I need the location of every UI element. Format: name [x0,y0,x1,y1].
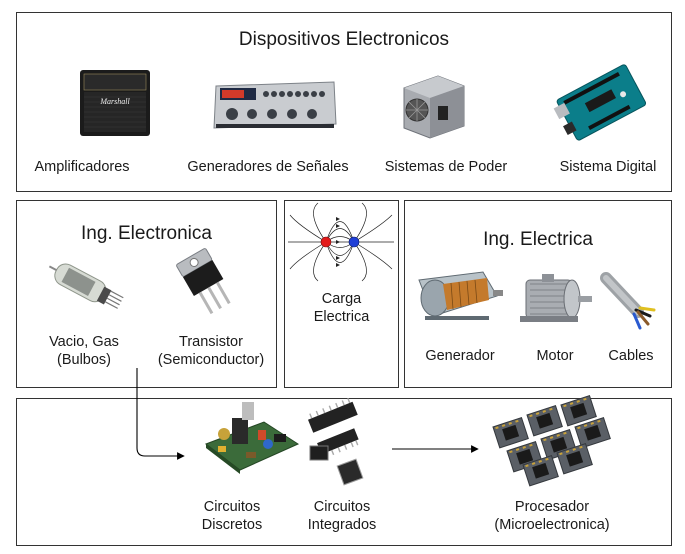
transistor-to-discrete-arrow [137,368,184,456]
